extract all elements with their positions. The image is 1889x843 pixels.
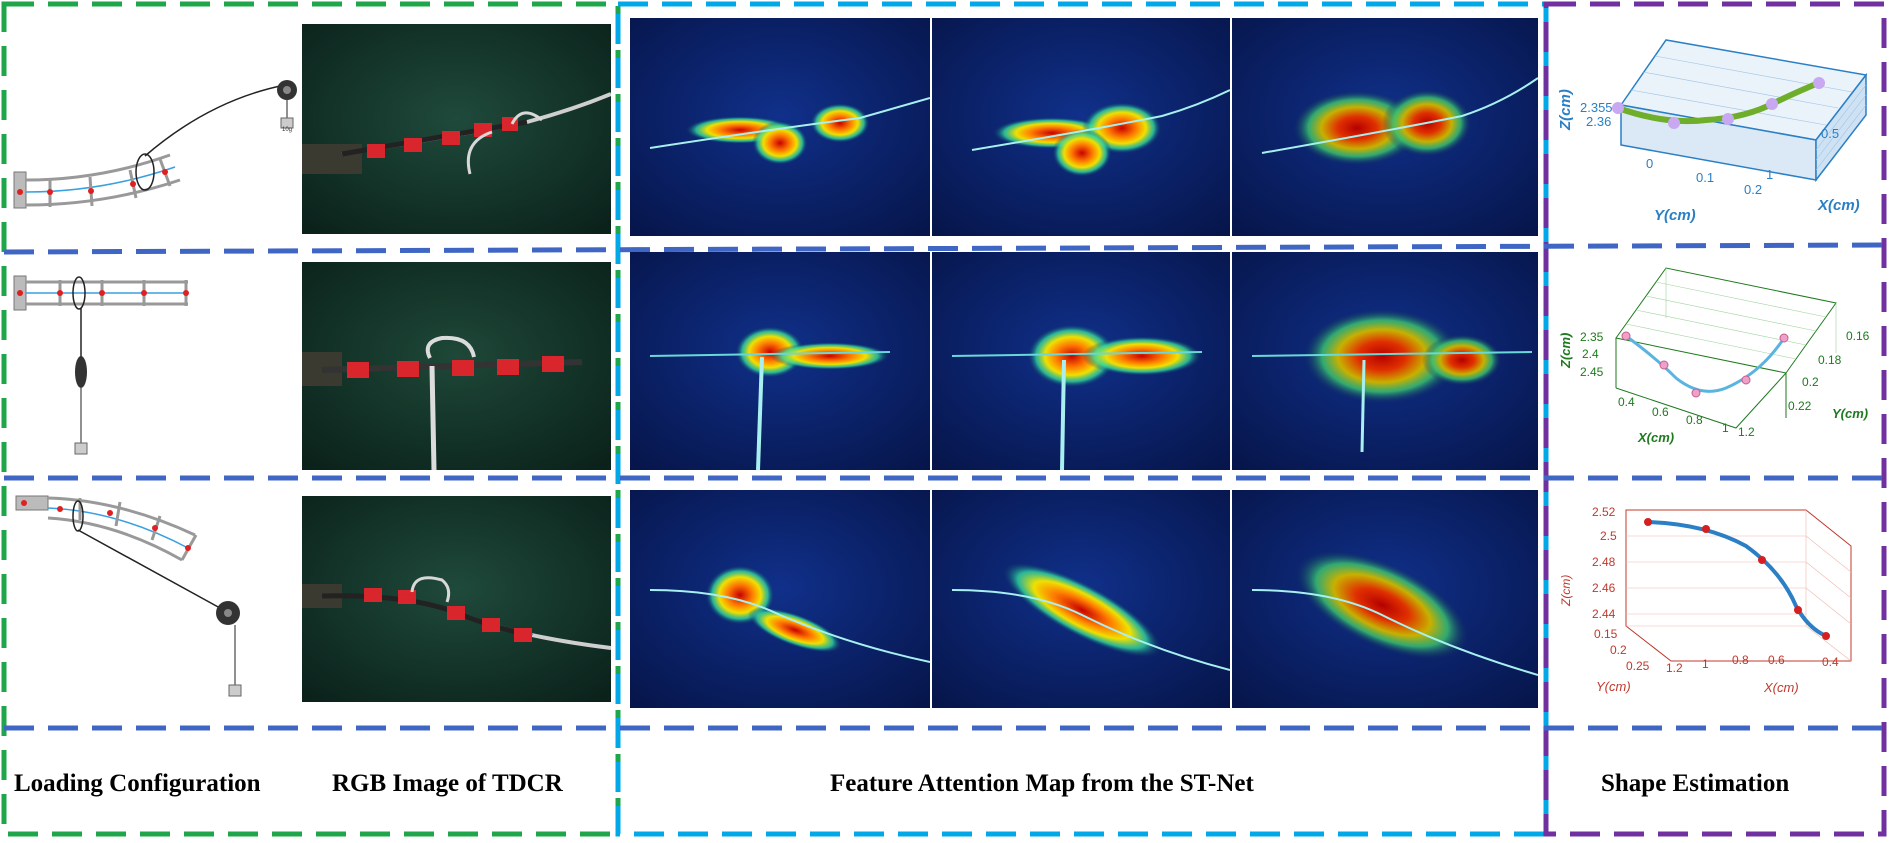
plot3-ytick: 0.15 xyxy=(1594,627,1618,641)
shape-plot-3: Z(cm) 2.52 2.5 2.48 2.46 2.44 0.15 0.2 0… xyxy=(1559,505,1852,695)
plot2-xtick: 0.6 xyxy=(1652,405,1669,419)
weight-label: 10g xyxy=(282,127,293,133)
plot3-xtick: 1 xyxy=(1702,657,1709,671)
caption-rgb-image: RGB Image of TDCR xyxy=(332,770,563,797)
plot1-xtick: 0.5 xyxy=(1821,126,1839,141)
plot2-ytick: 0.22 xyxy=(1788,399,1812,413)
loading-diagram-1 xyxy=(13,80,297,209)
plot2-zlabel: Z(cm) xyxy=(1558,333,1573,369)
plot2-xtick: 0.8 xyxy=(1686,413,1703,427)
plot3-xtick: 0.4 xyxy=(1822,655,1839,669)
attention-map-r2-c3 xyxy=(1232,252,1538,470)
plot1-xlabel: X(cm) xyxy=(1817,197,1860,214)
plot2-ytick: 0.18 xyxy=(1818,353,1842,367)
rgb-image-1 xyxy=(302,24,611,234)
plot1-ztick: 2.36 xyxy=(1586,114,1611,129)
plot2-xlabel: X(cm) xyxy=(1637,430,1674,445)
plot3-ztick: 2.48 xyxy=(1592,555,1616,569)
plot3-xtick: 0.6 xyxy=(1768,653,1785,667)
loading-diagram-2 xyxy=(13,275,189,455)
plot3-ztick: 2.46 xyxy=(1592,581,1616,595)
shape-plot-1: Z(cm) 2.355 2.36 0 0.1 0.2 1 0.5 Y(cm) X… xyxy=(1557,39,1868,224)
plot1-zlabel: Z(cm) xyxy=(1557,89,1574,131)
attention-map-r2-c1 xyxy=(630,252,930,470)
plot1-ytick: 0.2 xyxy=(1744,182,1762,197)
plot3-xlabel: X(cm) xyxy=(1763,680,1799,695)
plot3-ztick: 2.52 xyxy=(1592,505,1616,519)
plot2-ztick: 2.35 xyxy=(1580,330,1604,344)
attention-map-r3-c1 xyxy=(630,490,930,708)
plot3-ylabel: Y(cm) xyxy=(1596,679,1631,694)
shape-plot-2: Z(cm) 2.35 2.4 2.45 0.4 0.6 0.8 1 1.2 0.… xyxy=(1558,267,1870,445)
attention-map-r3-c3 xyxy=(1232,490,1538,708)
loading-diagram-3 xyxy=(15,495,242,697)
plot1-ytick: 0 xyxy=(1646,156,1653,171)
plot1-ytick: 0.1 xyxy=(1696,170,1714,185)
plot2-xtick: 1 xyxy=(1722,421,1729,435)
caption-shape-estimation: Shape Estimation xyxy=(1601,770,1790,797)
plot3-zlabel: Z(cm) xyxy=(1559,575,1573,607)
attention-map-r1-c3 xyxy=(1232,18,1538,236)
attention-map-r2-c2 xyxy=(932,252,1230,470)
plot3-xtick: 0.8 xyxy=(1732,653,1749,667)
caption-feature-attention: Feature Attention Map from the ST-Net xyxy=(830,770,1254,797)
plot3-ytick: 0.2 xyxy=(1610,643,1627,657)
plot1-xtick: 1 xyxy=(1766,167,1773,182)
plot3-ztick: 2.44 xyxy=(1592,607,1616,621)
caption-loading-configuration: Loading Configuration xyxy=(14,770,261,797)
plot1-ylabel: Y(cm) xyxy=(1654,207,1696,224)
rgb-image-3 xyxy=(302,496,611,702)
plot2-ztick: 2.4 xyxy=(1582,347,1599,361)
plot2-ytick: 0.2 xyxy=(1802,375,1819,389)
attention-map-r1-c1 xyxy=(630,18,930,236)
plot3-ytick: 0.25 xyxy=(1626,659,1650,673)
plot2-xtick: 1.2 xyxy=(1738,425,1755,439)
attention-map-r3-c2 xyxy=(932,490,1230,708)
plot1-ztick: 2.355 xyxy=(1580,100,1613,115)
plot2-ylabel: Y(cm) xyxy=(1832,406,1868,421)
plot3-xtick: 1.2 xyxy=(1666,661,1683,675)
plot2-xtick: 0.4 xyxy=(1618,395,1635,409)
plot3-ztick: 2.5 xyxy=(1600,529,1617,543)
attention-map-r1-c2 xyxy=(932,18,1230,236)
plot2-ztick: 2.45 xyxy=(1580,365,1604,379)
plot2-ytick: 0.16 xyxy=(1846,329,1870,343)
rgb-image-2 xyxy=(302,262,611,470)
